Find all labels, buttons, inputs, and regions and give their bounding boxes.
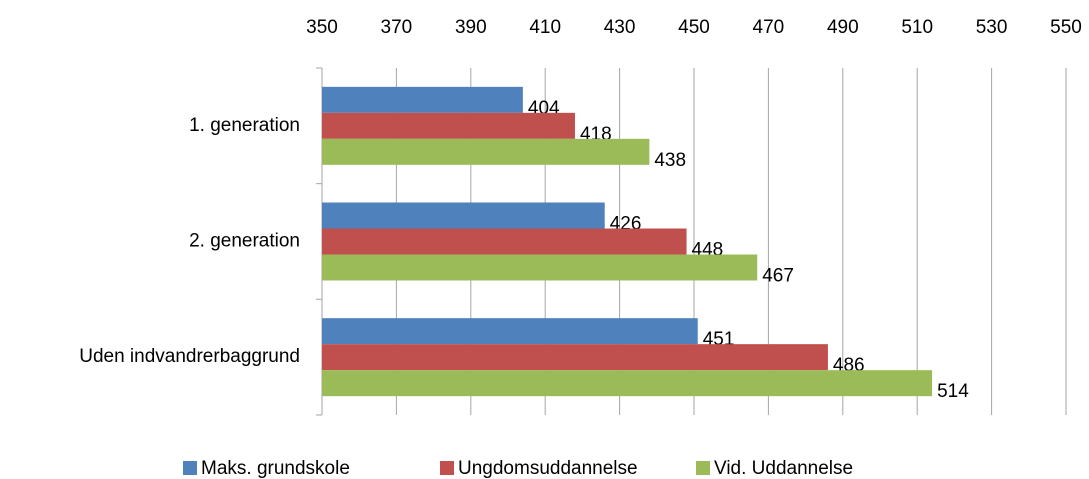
bar	[322, 86, 523, 113]
x-tick-label: 350	[306, 17, 338, 38]
x-tick-label: 430	[604, 17, 636, 38]
x-tick-label: 530	[976, 17, 1008, 38]
bar	[322, 138, 650, 165]
legend-swatch	[696, 461, 710, 475]
y-tick-label: Uden indvandrerbaggrund	[79, 346, 300, 367]
x-tick-label: 390	[455, 17, 487, 38]
y-tick-label: 1. generation	[189, 115, 300, 136]
bar	[322, 228, 687, 255]
legend-label: Vid. Uddannelse	[714, 458, 853, 479]
x-tick-label: 550	[1050, 17, 1082, 38]
legend-swatch	[183, 461, 197, 475]
legend-label: Maks. grundskole	[201, 458, 350, 479]
x-tick-label: 470	[753, 17, 785, 38]
legend-swatch	[440, 461, 454, 475]
y-tick-label: 2. generation	[189, 231, 300, 252]
bar	[322, 370, 933, 397]
value-label: 467	[762, 266, 794, 287]
legend-label: Ungdomsuddannelse	[458, 458, 638, 479]
bar	[322, 112, 575, 139]
bar	[322, 318, 698, 345]
x-tick-label: 490	[827, 17, 859, 38]
bar	[322, 344, 828, 371]
x-tick-label: 370	[381, 17, 413, 38]
x-tick-label: 510	[901, 17, 933, 38]
value-label: 438	[654, 150, 686, 171]
bar	[322, 254, 758, 281]
x-tick-label: 410	[529, 17, 561, 38]
bar	[322, 202, 605, 229]
x-tick-label: 450	[678, 17, 710, 38]
value-label: 514	[937, 381, 969, 402]
